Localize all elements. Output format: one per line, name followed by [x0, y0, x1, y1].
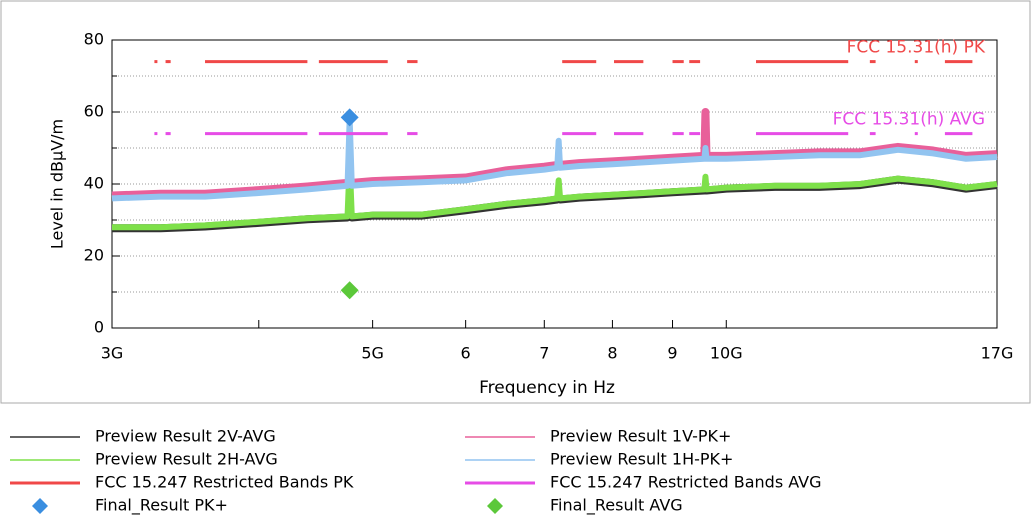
trace	[112, 159, 998, 231]
marker	[340, 281, 359, 300]
legend-label: Final_Result AVG	[550, 496, 683, 516]
legend-label: Preview Result 2V-AVG	[95, 427, 276, 446]
x-tick-label: 7	[539, 344, 549, 363]
legend-symbol	[32, 498, 48, 514]
legend-label: Preview Result 1H-PK+	[550, 450, 733, 469]
marker	[340, 108, 359, 127]
limit-label: FCC 15.31(h) AVG	[833, 110, 985, 130]
limit-label: FCC 15.31(h) PK	[847, 38, 986, 58]
legend-symbol	[487, 498, 503, 514]
y-tick-label: 20	[84, 246, 104, 265]
legend-label: FCC 15.247 Restricted Bands PK	[95, 473, 354, 492]
legend-label: FCC 15.247 Restricted Bands AVG	[550, 473, 822, 492]
x-tick-label: 8	[607, 344, 617, 363]
y-tick-label: 40	[84, 174, 104, 193]
y-tick-label: 0	[94, 318, 104, 337]
legend-label: Final_Result PK+	[95, 496, 228, 516]
x-tick-label: 17G	[981, 344, 1014, 363]
x-axis-title: Frequency in Hz	[479, 378, 615, 398]
legend-label: Preview Result 2H-AVG	[95, 450, 278, 469]
x-tick-label: 3G	[101, 344, 124, 363]
legend-label: Preview Result 1V-PK+	[550, 427, 731, 446]
x-tick-label: 9	[667, 344, 677, 363]
trace	[111, 116, 998, 202]
y-axis-title: Level in dBµV/m	[48, 119, 67, 249]
y-tick-label: 60	[84, 102, 104, 121]
y-tick-label: 80	[84, 30, 104, 49]
x-tick-label: 10G	[710, 344, 743, 363]
x-tick-label: 5G	[361, 344, 384, 363]
x-tick-label: 6	[461, 344, 471, 363]
